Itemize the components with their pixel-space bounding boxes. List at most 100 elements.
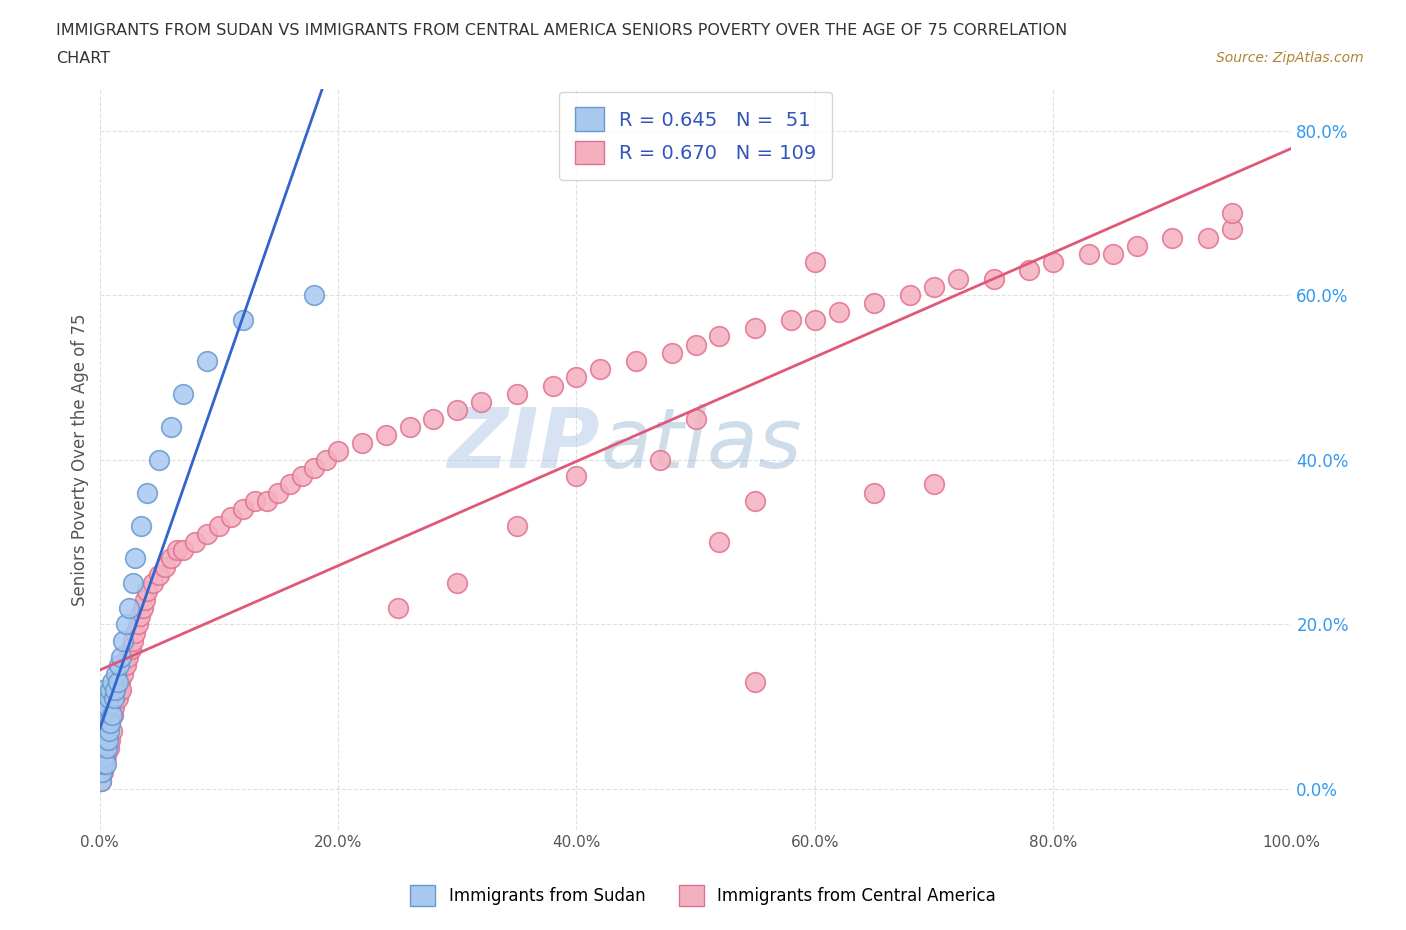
Immigrants from Sudan <box>89 732 111 747</box>
Immigrants from Central America <box>142 576 165 591</box>
Immigrants from Central America <box>160 551 183 566</box>
Immigrants from Central America <box>96 715 118 730</box>
Immigrants from Sudan <box>91 740 114 755</box>
Immigrants from Central America <box>709 329 731 344</box>
Immigrants from Sudan <box>93 749 115 764</box>
Immigrants from Central America <box>780 312 803 327</box>
Immigrants from Sudan <box>122 576 145 591</box>
Immigrants from Central America <box>803 312 825 327</box>
Immigrants from Central America <box>1077 246 1099 261</box>
Immigrants from Central America <box>506 387 529 402</box>
Immigrants from Central America <box>89 765 111 780</box>
Immigrants from Central America <box>208 518 231 533</box>
Immigrants from Sudan <box>136 485 159 500</box>
Immigrants from Central America <box>100 699 122 714</box>
Immigrants from Sudan <box>96 740 118 755</box>
Immigrants from Sudan <box>94 757 117 772</box>
Immigrants from Central America <box>184 535 207 550</box>
Immigrants from Sudan <box>90 740 112 755</box>
Immigrants from Central America <box>129 608 152 623</box>
Immigrants from Sudan <box>93 724 115 738</box>
Text: CHART: CHART <box>56 51 110 66</box>
Immigrants from Central America <box>315 452 337 467</box>
Immigrants from Central America <box>446 403 468 418</box>
Immigrants from Sudan <box>148 452 170 467</box>
Immigrants from Sudan <box>115 617 138 631</box>
Immigrants from Central America <box>946 272 969 286</box>
Immigrants from Central America <box>97 708 120 723</box>
Immigrants from Central America <box>91 757 114 772</box>
Immigrants from Central America <box>661 345 683 360</box>
Immigrants from Central America <box>91 708 114 723</box>
Immigrants from Central America <box>280 477 302 492</box>
Immigrants from Central America <box>100 732 122 747</box>
Immigrants from Central America <box>120 642 142 657</box>
Immigrants from Central America <box>94 699 117 714</box>
Immigrants from Central America <box>134 592 156 607</box>
Immigrants from Central America <box>1125 238 1147 253</box>
Text: atlas: atlas <box>600 405 801 485</box>
Immigrants from Sudan <box>104 683 127 698</box>
Immigrants from Central America <box>565 469 588 484</box>
Immigrants from Central America <box>90 773 112 788</box>
Immigrants from Sudan <box>94 732 117 747</box>
Immigrants from Central America <box>98 740 121 755</box>
Immigrants from Central America <box>115 658 138 673</box>
Immigrants from Sudan <box>232 312 254 327</box>
Immigrants from Central America <box>89 740 111 755</box>
Immigrants from Central America <box>1161 230 1184 245</box>
Immigrants from Central America <box>117 650 139 665</box>
Immigrants from Sudan <box>112 633 135 648</box>
Immigrants from Sudan <box>94 708 117 723</box>
Immigrants from Central America <box>93 708 115 723</box>
Immigrants from Sudan <box>90 724 112 738</box>
Immigrants from Sudan <box>96 715 118 730</box>
Legend: R = 0.645   N =  51, R = 0.670   N = 109: R = 0.645 N = 51, R = 0.670 N = 109 <box>560 92 832 180</box>
Immigrants from Sudan <box>100 683 122 698</box>
Immigrants from Central America <box>744 321 766 336</box>
Immigrants from Central America <box>195 526 218 541</box>
Text: IMMIGRANTS FROM SUDAN VS IMMIGRANTS FROM CENTRAL AMERICA SENIORS POVERTY OVER TH: IMMIGRANTS FROM SUDAN VS IMMIGRANTS FROM… <box>56 23 1067 38</box>
Immigrants from Central America <box>101 708 124 723</box>
Immigrants from Central America <box>827 304 849 319</box>
Immigrants from Sudan <box>100 674 122 689</box>
Immigrants from Central America <box>91 765 114 780</box>
Text: Source: ZipAtlas.com: Source: ZipAtlas.com <box>1216 51 1364 65</box>
Immigrants from Central America <box>108 674 131 689</box>
Immigrants from Sudan <box>107 658 129 673</box>
Immigrants from Central America <box>422 411 444 426</box>
Immigrants from Central America <box>105 683 128 698</box>
Immigrants from Sudan <box>105 666 128 681</box>
Legend: Immigrants from Sudan, Immigrants from Central America: Immigrants from Sudan, Immigrants from C… <box>404 879 1002 912</box>
Immigrants from Central America <box>685 411 707 426</box>
Immigrants from Sudan <box>160 419 183 434</box>
Immigrants from Sudan <box>110 650 132 665</box>
Immigrants from Central America <box>302 460 325 475</box>
Immigrants from Central America <box>100 708 122 723</box>
Immigrants from Sudan <box>89 765 111 780</box>
Immigrants from Central America <box>148 567 170 582</box>
Immigrants from Sudan <box>98 724 121 738</box>
Immigrants from Central America <box>1220 206 1243 220</box>
Immigrants from Central America <box>131 601 153 616</box>
Immigrants from Sudan <box>118 601 141 616</box>
Immigrants from Central America <box>470 394 492 409</box>
Immigrants from Central America <box>446 576 468 591</box>
Immigrants from Central America <box>172 543 194 558</box>
Immigrants from Central America <box>103 699 125 714</box>
Immigrants from Central America <box>90 724 112 738</box>
Immigrants from Central America <box>219 510 242 525</box>
Immigrants from Central America <box>922 477 945 492</box>
Immigrants from Sudan <box>131 518 153 533</box>
Immigrants from Central America <box>326 444 349 458</box>
Immigrants from Central America <box>1101 246 1123 261</box>
Immigrants from Central America <box>243 494 266 509</box>
Immigrants from Central America <box>374 428 396 443</box>
Immigrants from Sudan <box>89 749 111 764</box>
Immigrants from Central America <box>863 296 886 311</box>
Immigrants from Central America <box>983 272 1005 286</box>
Immigrants from Central America <box>98 715 121 730</box>
Immigrants from Central America <box>93 757 115 772</box>
Immigrants from Central America <box>232 501 254 516</box>
Immigrants from Central America <box>1220 222 1243 237</box>
